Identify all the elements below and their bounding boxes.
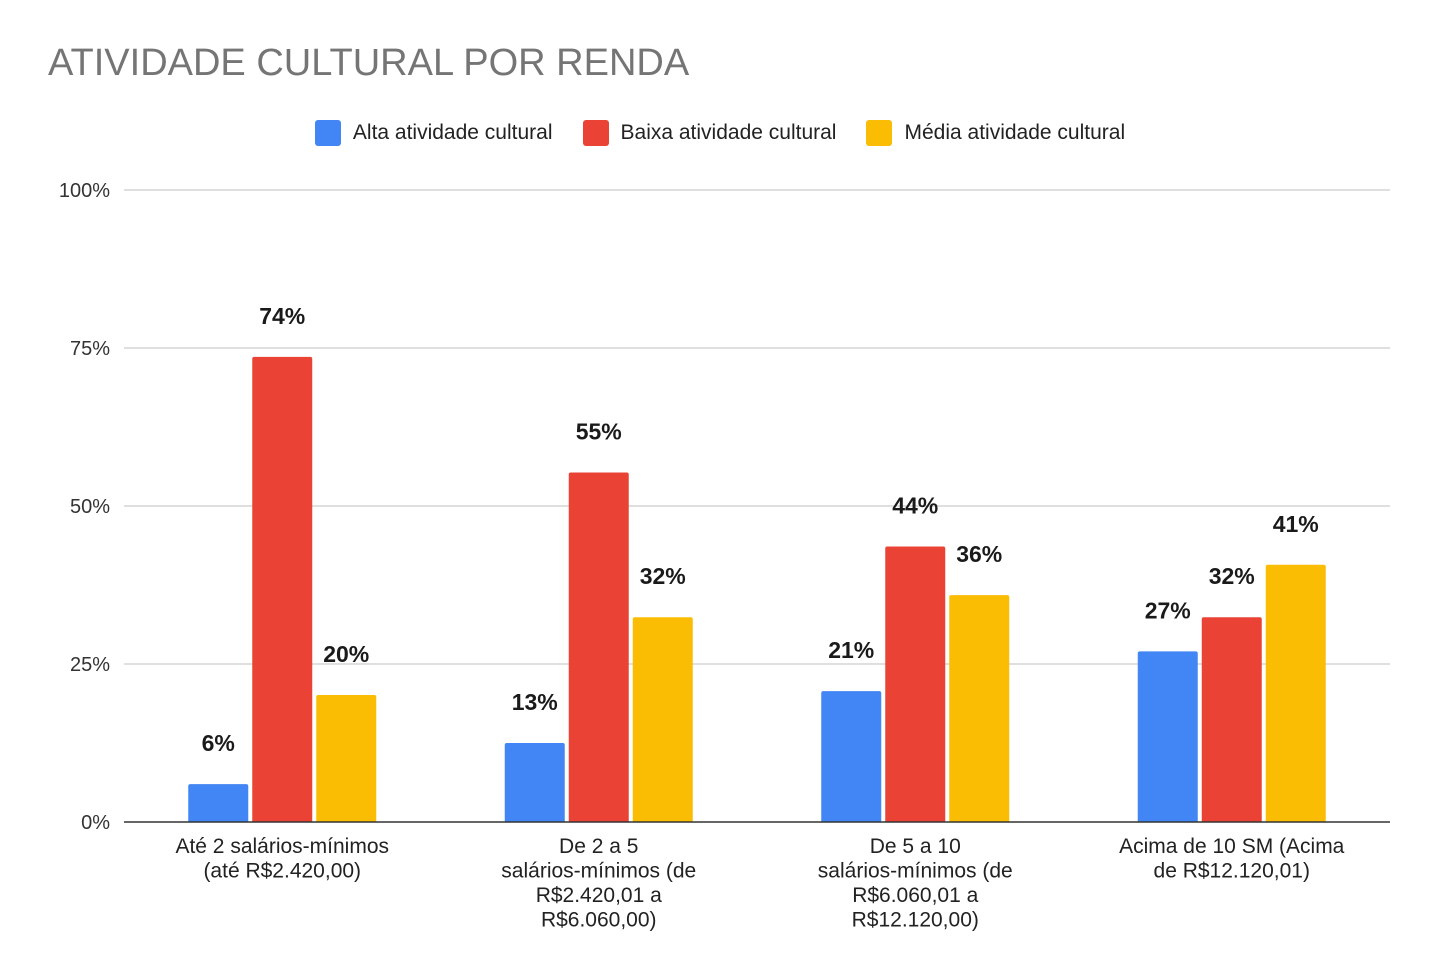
- chart-title: ATIVIDADE CULTURAL POR RENDA: [48, 42, 690, 84]
- bar: [568, 472, 629, 822]
- bar: [949, 595, 1010, 822]
- x-category-label: De 5 a 10 salários-mínimos (de R$6.060,01 …: [818, 835, 1013, 932]
- data-label: 32%: [640, 563, 686, 589]
- bar: [632, 617, 693, 822]
- legend-item-baixa[interactable]: Baixa atividade cultural: [582, 120, 837, 146]
- data-label: 74%: [259, 303, 305, 329]
- data-label: 20%: [323, 641, 369, 667]
- bar: [252, 356, 313, 822]
- x-category-label-line: Acima de 10 SM (Acima: [1119, 835, 1345, 858]
- data-label: 41%: [1273, 511, 1319, 537]
- data-label: 32%: [1209, 563, 1255, 589]
- x-category-label-line: salários-mínimos (de: [501, 860, 696, 883]
- bar: [504, 743, 565, 822]
- x-category-label-line: R$6.060,00): [541, 909, 657, 932]
- bar: [885, 546, 946, 822]
- legend-label-media: Média atividade cultural: [904, 121, 1126, 144]
- bar: [316, 694, 377, 822]
- bar: [188, 784, 249, 822]
- x-category-label: Acima de 10 SM (Acima de R$12.120,01): [1119, 835, 1345, 883]
- bar: [1137, 651, 1198, 822]
- y-tick-label: 25%: [70, 654, 110, 676]
- x-category-label-line: de R$12.120,01): [1154, 860, 1310, 883]
- legend-item-media[interactable]: Média atividade cultural: [866, 120, 1125, 146]
- data-label: 13%: [512, 689, 558, 715]
- data-label: 36%: [956, 541, 1002, 567]
- y-tick-label: 50%: [70, 496, 110, 518]
- x-category-label-line: De 2 a 5: [559, 835, 638, 858]
- x-category-label-line: (até R$2.420,00): [203, 860, 361, 883]
- data-label: 55%: [576, 419, 622, 445]
- legend-swatch-baixa: [582, 120, 609, 146]
- bar: [1201, 617, 1262, 822]
- data-label: 27%: [1145, 597, 1191, 623]
- legend-swatch-alta: [314, 120, 341, 146]
- y-tick-label: 0%: [81, 812, 110, 834]
- legend-label-alta: Alta atividade cultural: [352, 121, 553, 144]
- y-tick-label: 75%: [70, 338, 110, 360]
- x-category-label-line: R$12.120,00): [852, 909, 979, 932]
- x-category-label-line: salários-mínimos (de: [818, 860, 1013, 883]
- data-label: 21%: [828, 637, 874, 663]
- x-category-label-line: De 5 a 10: [870, 835, 961, 858]
- x-category-label-line: R$6.060,01 a: [852, 884, 978, 907]
- legend-swatch-media: [866, 120, 893, 146]
- x-category-label-line: R$2.420,01 a: [536, 884, 662, 907]
- legend: Alta atividade cultural Baixa atividade …: [0, 115, 1440, 151]
- legend-label-baixa: Baixa atividade cultural: [620, 121, 837, 144]
- x-category-label-line: Até 2 salários-mínimos: [175, 835, 389, 858]
- data-label: 44%: [892, 492, 938, 518]
- bar: [821, 691, 882, 822]
- legend-item-alta[interactable]: Alta atividade cultural: [314, 120, 553, 146]
- x-category-label: De 2 a 5 salários-mínimos (de R$2.420,01 a…: [501, 835, 696, 932]
- data-label: 6%: [202, 730, 235, 756]
- y-tick-label: 100%: [59, 180, 110, 202]
- x-category-label: Até 2 salários-mínimos (até R$2.420,00): [175, 835, 389, 883]
- bar: [1265, 564, 1326, 822]
